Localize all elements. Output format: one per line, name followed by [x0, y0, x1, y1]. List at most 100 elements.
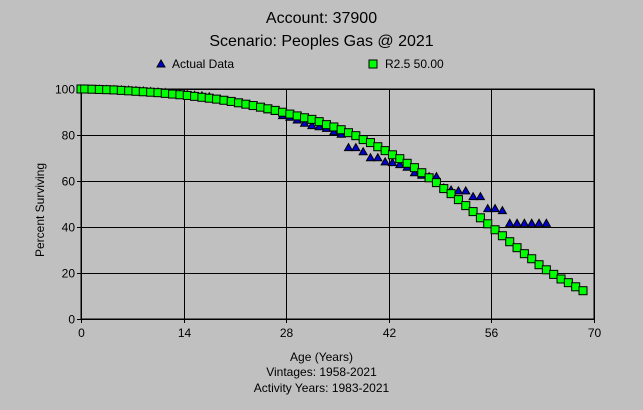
actual-data-point [365, 152, 376, 162]
actual-data-point [358, 146, 369, 156]
r25-curve-point [270, 105, 280, 115]
actual-data-point [541, 218, 552, 227]
r25-curve-point [549, 269, 559, 279]
x-tick-label: 28 [280, 326, 294, 340]
actual-data-point [468, 191, 478, 201]
x-tick-label: 70 [588, 326, 602, 340]
r25-curve-point [182, 90, 192, 100]
r25-curve-point [373, 142, 383, 152]
r25-curve-point [351, 131, 361, 141]
r25-curve-point [204, 93, 214, 103]
legend-label-r25: R2.5 50.00 [385, 57, 444, 71]
r25-curve-point [387, 150, 397, 160]
actual-data-point [512, 218, 522, 227]
r25-curve-point [153, 88, 163, 98]
actual-data-point [343, 142, 354, 152]
r25-curve-point [87, 84, 97, 94]
r25-curve-point [563, 278, 573, 288]
x-tick-label: 56 [485, 326, 499, 340]
y-tick-label: 100 [55, 83, 75, 97]
actual-data-point [475, 191, 486, 201]
r25-curve-point [248, 101, 258, 111]
r25-curve-point [512, 243, 522, 253]
r25-curve-point [94, 84, 104, 94]
actual-data-point [409, 167, 420, 177]
r25-curve-point [226, 96, 236, 106]
r25-curve-point [446, 189, 456, 199]
r25-curve-point [380, 146, 390, 156]
r25-curve-point [365, 138, 375, 148]
y-tick-label: 80 [62, 129, 76, 143]
r25-curve-point [190, 91, 200, 101]
actual-data-point [519, 218, 530, 227]
r25-curve-point [461, 201, 471, 211]
r25-curve-point [307, 114, 317, 124]
activity-years-note: Activity Years: 1983-2021 [253, 381, 390, 395]
r25-curve-point [490, 225, 500, 235]
r25-curve-point [212, 94, 222, 104]
r25-curve-point [343, 128, 353, 138]
x-tick-label: 0 [78, 326, 85, 340]
y-tick-label: 60 [62, 175, 76, 189]
r25-curve-point [431, 178, 441, 188]
actual-data-point [526, 218, 537, 227]
r25-curve-point [241, 99, 251, 109]
r25-curve-point [439, 184, 449, 194]
r25-curve-point [505, 237, 515, 247]
r25-curve-point [556, 274, 566, 284]
actual-data-point [497, 205, 508, 215]
x-axis-label: Age (Years) [290, 350, 353, 364]
x-tick-label: 14 [178, 326, 192, 340]
actual-data-point [299, 118, 310, 127]
r25-curve-point [541, 265, 551, 275]
y-tick-label: 0 [68, 313, 75, 327]
actual-data-point [380, 156, 390, 166]
actual-data-point [387, 157, 398, 167]
r25-curve-point [219, 95, 229, 105]
r25-curve-point [116, 85, 126, 95]
r25-curve-point [300, 113, 310, 123]
actual-data-point [350, 142, 361, 152]
r25-curve-point [322, 120, 332, 130]
r25-curve-point [168, 89, 178, 99]
r25-curve-point [468, 207, 478, 217]
legend-label-actual: Actual Data [172, 57, 234, 71]
r25-curve-point [409, 163, 419, 173]
r25-curve-point [336, 125, 346, 135]
r25-curve-point [109, 85, 119, 95]
r25-curve-point [402, 158, 412, 168]
r25-curve-point [80, 84, 90, 94]
actual-data-point [453, 185, 464, 195]
r25-curve-point [256, 102, 266, 112]
r25-curve-point [285, 109, 295, 119]
r25-curve-point [292, 111, 302, 121]
r25-curve-point [131, 86, 141, 96]
actual-data-point [504, 218, 515, 227]
r25-curve-point [102, 85, 112, 95]
r25-curve-point [453, 195, 463, 205]
x-tick-label: 42 [383, 326, 397, 340]
actual-data-point [394, 159, 405, 169]
r25-curve-point [234, 98, 244, 108]
r25-curve-point [175, 90, 185, 100]
y-tick-label: 20 [62, 267, 76, 281]
r25-curve-point [497, 231, 507, 241]
actual-data-point [534, 218, 544, 227]
r25-curve-point [527, 254, 537, 264]
r25-curve-point [534, 260, 544, 270]
actual-data-point [490, 203, 500, 213]
r25-curve-point [519, 249, 529, 259]
r25-curve-point [475, 213, 485, 223]
actual-data-point [314, 121, 325, 131]
r25-curve-point [417, 168, 427, 178]
r25-curve-point [395, 154, 405, 164]
actual-data-point [460, 185, 471, 195]
chart-title: Account: 37900 [265, 10, 378, 27]
r25-curve-point [424, 173, 434, 183]
r25-curve-point [329, 122, 339, 132]
r25-curve-point [146, 87, 156, 97]
chart-subtitle: Scenario: Peoples Gas @ 2021 [209, 33, 434, 50]
r25-curve-point [263, 104, 273, 114]
r25-curve-point [124, 86, 134, 96]
